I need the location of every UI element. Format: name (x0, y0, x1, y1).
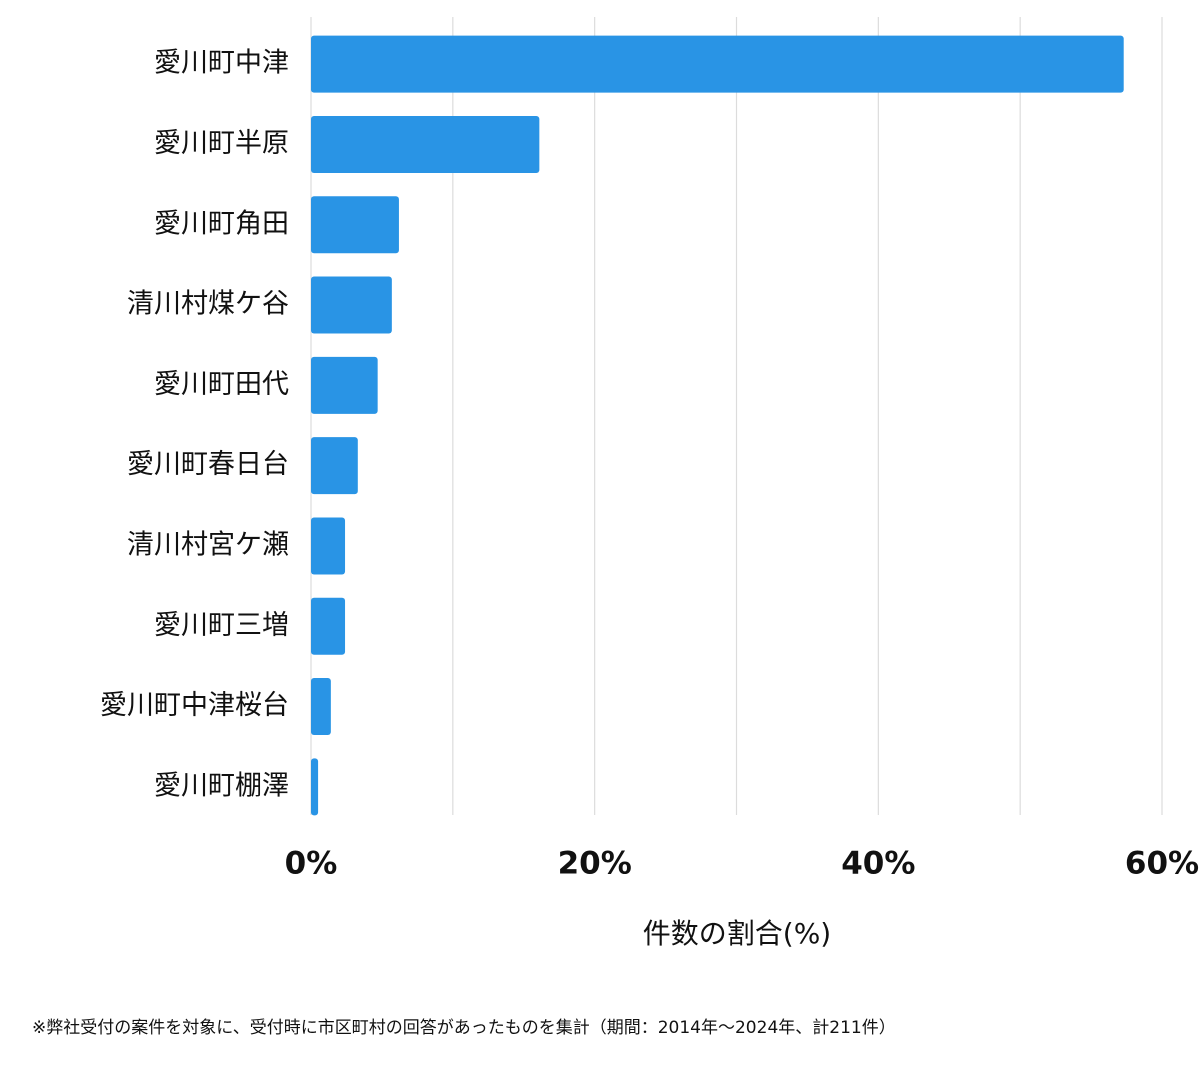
x-tick-label: 20% (558, 846, 632, 882)
bar (311, 597, 346, 655)
footnote: ※弊社受付の案件を対象に、受付時に市区町村の回答があったものを集計（期間：201… (32, 1018, 896, 1038)
y-tick-label: 愛川町角田 (154, 208, 289, 239)
y-tick-label: 愛川町中津 (154, 48, 289, 79)
bar (311, 35, 1124, 93)
y-tick-label: 愛川町半原 (154, 128, 289, 159)
y-tick-label: 愛川町中津桜台 (100, 690, 289, 721)
x-tick-label: 0% (285, 846, 338, 882)
bar (311, 115, 540, 173)
bar (311, 356, 378, 414)
bar (311, 276, 392, 334)
x-axis-label: 件数の割合(%) (643, 917, 831, 950)
bar (311, 196, 399, 254)
y-tick-label: 愛川町三増 (154, 610, 289, 641)
bar (311, 437, 358, 495)
y-tick-label: 愛川町棚澤 (154, 770, 289, 801)
x-tick-label: 40% (841, 846, 915, 882)
bar (311, 678, 331, 736)
bar (311, 758, 319, 816)
y-tick-label: 清川村宮ケ瀬 (127, 529, 289, 560)
y-tick-label: 愛川町春日台 (127, 449, 289, 480)
bar (311, 517, 346, 575)
x-tick-label: 60% (1125, 846, 1199, 882)
y-tick-label: 清川村煤ケ谷 (127, 289, 289, 320)
y-tick-label: 愛川町田代 (154, 369, 289, 400)
